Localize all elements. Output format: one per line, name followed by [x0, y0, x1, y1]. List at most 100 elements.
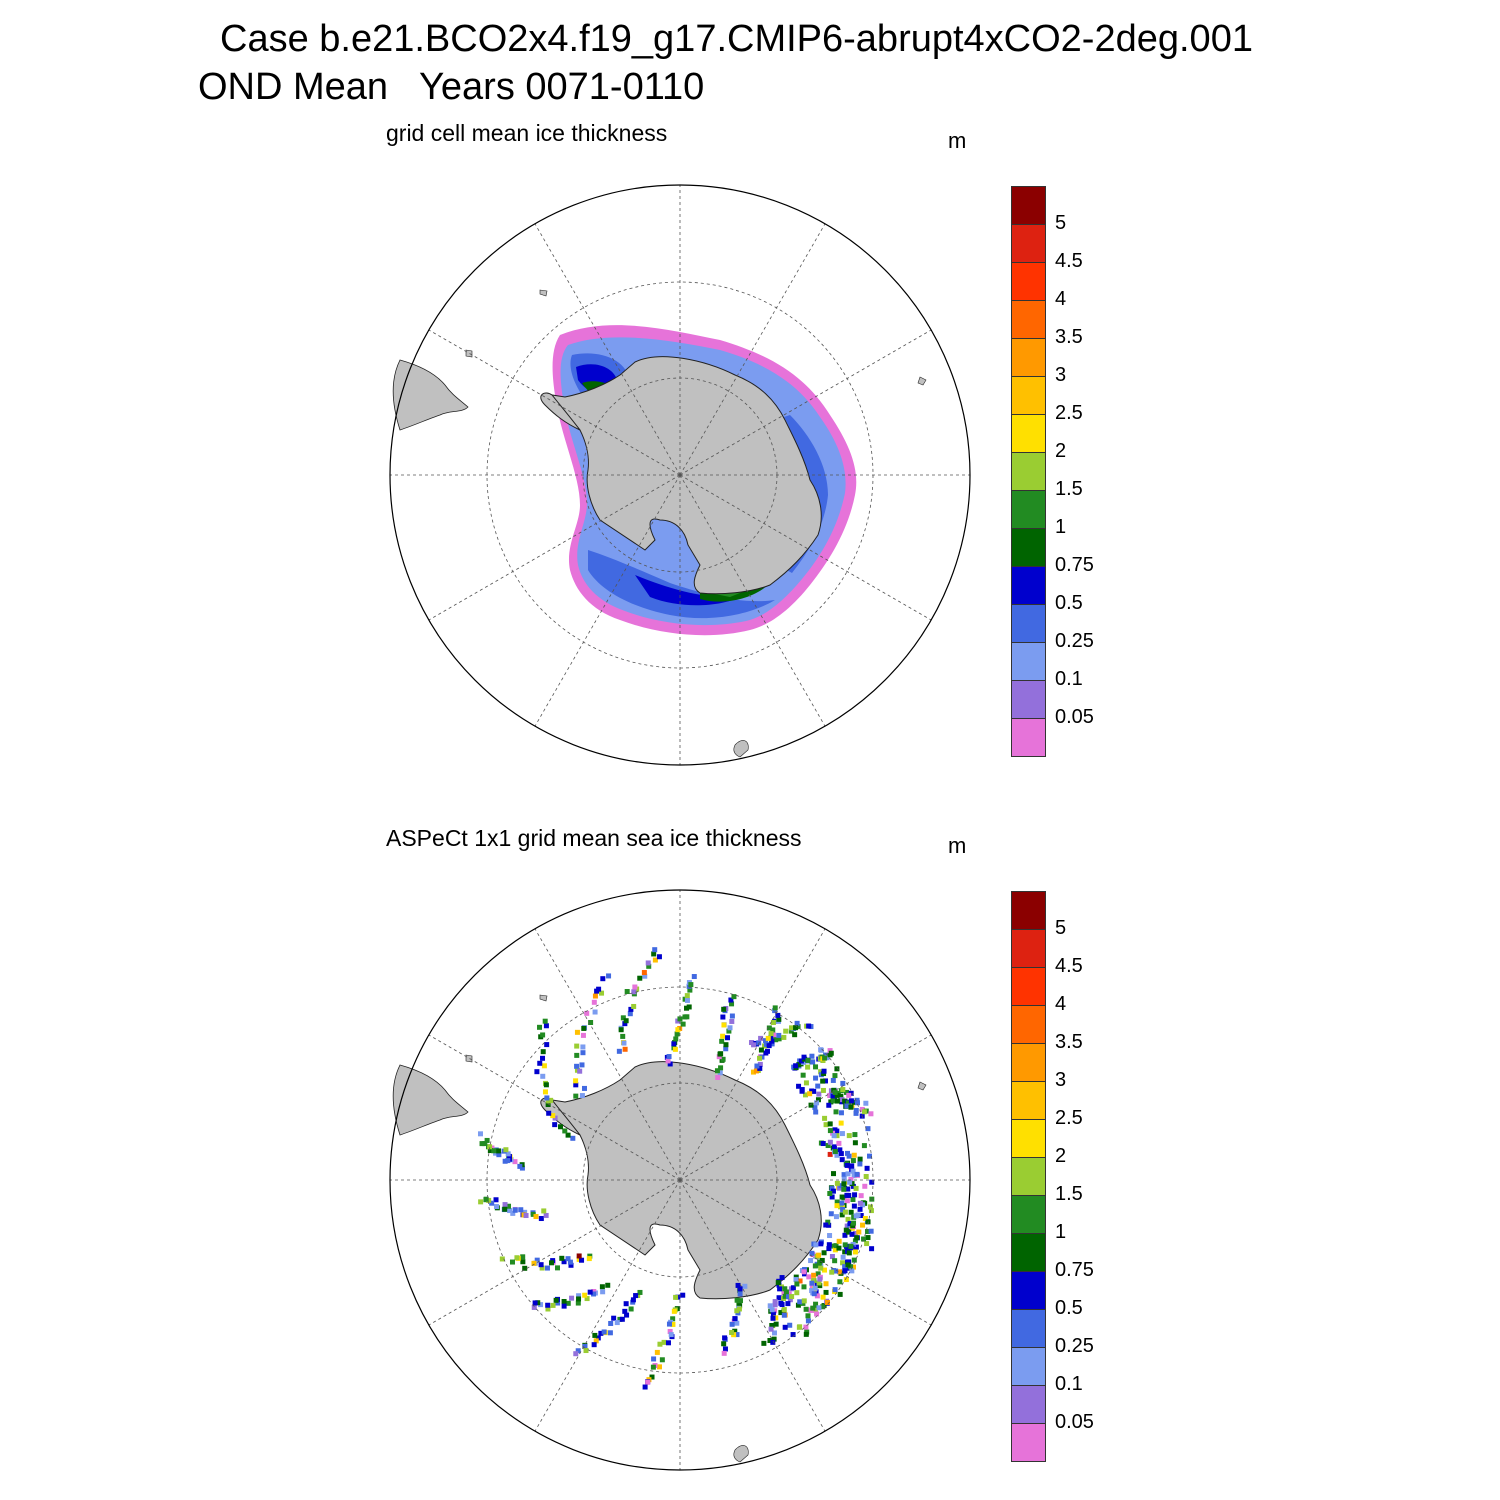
- panel-2-observation-cell: [829, 1186, 835, 1192]
- panel-2-observation-cell: [502, 1206, 508, 1212]
- panel-2-map-border: [389, 889, 971, 1471]
- panel-2-observation-cell: [641, 970, 647, 976]
- panel-2-observation-cell: [751, 1042, 757, 1048]
- panel-2-observation-cell: [574, 1063, 580, 1069]
- panel-2-observation-cell: [600, 1289, 606, 1295]
- panel-2-observation-cell: [853, 1107, 859, 1113]
- panel-1-colorbar-swatch: [1012, 719, 1045, 757]
- panel-2-observation-cell: [540, 1049, 546, 1055]
- panel-2-observation-cell: [833, 1214, 839, 1220]
- panel-2-observation-cell: [773, 1037, 779, 1043]
- panel-1-colorbar-swatch: [1012, 643, 1045, 681]
- panel-2-observation-cell: [540, 1032, 546, 1038]
- panel-2-falklands-land: [465, 1054, 473, 1063]
- panel-2-observation-cell: [598, 1330, 604, 1336]
- panel-2-observation-cell: [652, 947, 658, 953]
- panel-2-observation-cell: [512, 1159, 518, 1165]
- panel-2-observation-cell: [836, 1245, 842, 1251]
- panel-2-observation-cell: [867, 1153, 873, 1159]
- panel-2-observation-cell: [520, 1259, 526, 1265]
- panel-2-observation-cell: [851, 1257, 857, 1263]
- panel-2-observation-cell: [830, 1098, 836, 1104]
- panel-2-observation-cell: [839, 1194, 845, 1200]
- panel-2-observation-cell: [807, 1307, 813, 1313]
- panel-2-observation-cell: [801, 1269, 807, 1275]
- panel-2-observation-cell: [723, 1046, 729, 1052]
- panel-2-observation-cell: [777, 1286, 783, 1292]
- panel-2-observation-cell: [573, 1082, 579, 1088]
- panel-1-colorbar-swatch: [1012, 529, 1045, 567]
- panel-2-observation-cell: [837, 1279, 843, 1285]
- panel-2-observation-cell: [742, 1283, 748, 1289]
- panel-2-observation-cell: [826, 1102, 832, 1108]
- panel-1-south-america-land: [392, 359, 469, 431]
- panel-2-observation-cell: [816, 1091, 822, 1097]
- panel-2-observation-cell: [763, 1041, 769, 1047]
- panel-2-observation-cell: [849, 1268, 855, 1274]
- panel-2-observation-cell: [576, 1253, 582, 1259]
- panel-2-units: m: [948, 833, 967, 858]
- panel-2-observation-cell: [729, 1330, 735, 1336]
- panel-2-observation-cell: [770, 1315, 776, 1321]
- panel-2-colorbar-swatch: [1012, 1386, 1045, 1424]
- panel-2-observation-cell: [767, 1337, 773, 1343]
- panel-2-observation-cell: [814, 1311, 820, 1317]
- panel-2-observation-cell: [519, 1165, 525, 1171]
- panel-2-observation-cell: [849, 1163, 855, 1169]
- panel-2-observation-cell: [502, 1158, 508, 1164]
- panel-2-observation-cell: [599, 990, 605, 996]
- panel-2-observation-cell: [576, 1293, 582, 1299]
- panel-2-colorbar-swatch: [1012, 968, 1045, 1006]
- panel-2-observation-cell: [839, 1097, 845, 1103]
- panel-2-observation-cell: [838, 1183, 844, 1189]
- panel-2-observation-cell: [543, 1023, 549, 1029]
- panel-2-observation-cell: [732, 1328, 738, 1334]
- panel-2-observation-cell: [763, 1038, 769, 1044]
- panel-2-observation-cell: [538, 1302, 544, 1308]
- panel-2-observation-cell: [506, 1153, 512, 1159]
- panel-2-observation-cell: [671, 1308, 677, 1314]
- panel-2-meridian-line: [534, 1179, 681, 1432]
- panel-1-colorbar-swatch: [1012, 225, 1045, 263]
- panel-2-observation-cell: [631, 1003, 637, 1009]
- panel-2-observation-cell: [848, 1264, 854, 1270]
- panel-2-colorbar-swatch: [1012, 1272, 1045, 1310]
- panel-2-observation-cell: [677, 1016, 683, 1022]
- panel-2-observation-cell: [818, 1069, 824, 1075]
- panel-2-observation-cell: [858, 1213, 864, 1219]
- panel-2-observation-cell: [805, 1313, 811, 1319]
- panel-2-observation-cell: [808, 1258, 814, 1264]
- panel-2-observation-cell: [816, 1280, 822, 1286]
- panel-2-observation-cell: [666, 1321, 672, 1327]
- panel-2-observation-cell: [718, 1065, 724, 1071]
- panel-2-observation-cell: [854, 1235, 860, 1241]
- panel-2-observation-cell: [862, 1215, 868, 1221]
- panel-2-observation-cell: [573, 1351, 579, 1357]
- panel-2-colorbar-swatch: [1012, 1082, 1045, 1120]
- panel-2-observation-cell: [537, 1060, 543, 1066]
- panel-2-observation-cell: [807, 1091, 813, 1097]
- panel-2-polar-map: [389, 889, 971, 1471]
- panel-2-observation-cell: [586, 1256, 592, 1262]
- panel-2-observation-cell: [816, 1305, 822, 1311]
- panel-1-colorbar-swatch: [1012, 415, 1045, 453]
- panel-2-meridian-line: [679, 928, 826, 1181]
- panel-2-observation-cell: [839, 1131, 845, 1137]
- panel-2-observation-cell: [729, 1001, 735, 1007]
- panel-2-observation-cell: [772, 1302, 778, 1308]
- panel-2-observation-cell: [582, 1343, 588, 1349]
- panel-1-colorbar-swatch: [1012, 605, 1045, 643]
- panel-2-observation-cell: [853, 1213, 859, 1219]
- panel-2-observation-cell: [674, 1031, 680, 1037]
- panel-2-observation-cell: [838, 1151, 844, 1157]
- panel-2-observation-cell: [787, 1322, 793, 1328]
- panel-2-observation-cell: [505, 1151, 511, 1157]
- panel-2-colorbar-swatch: [1012, 1044, 1045, 1082]
- panel-2-observation-cell: [852, 1230, 858, 1236]
- panel-2-observation-cell: [816, 1252, 822, 1258]
- panel-2-observation-cell: [772, 1299, 778, 1305]
- panel-1-colorbar-label: 0.5: [1055, 592, 1083, 614]
- panel-2-observation-cell: [651, 1356, 657, 1362]
- panel-2-observation-cell: [687, 987, 693, 993]
- panel-2-observation-cell: [539, 1265, 545, 1271]
